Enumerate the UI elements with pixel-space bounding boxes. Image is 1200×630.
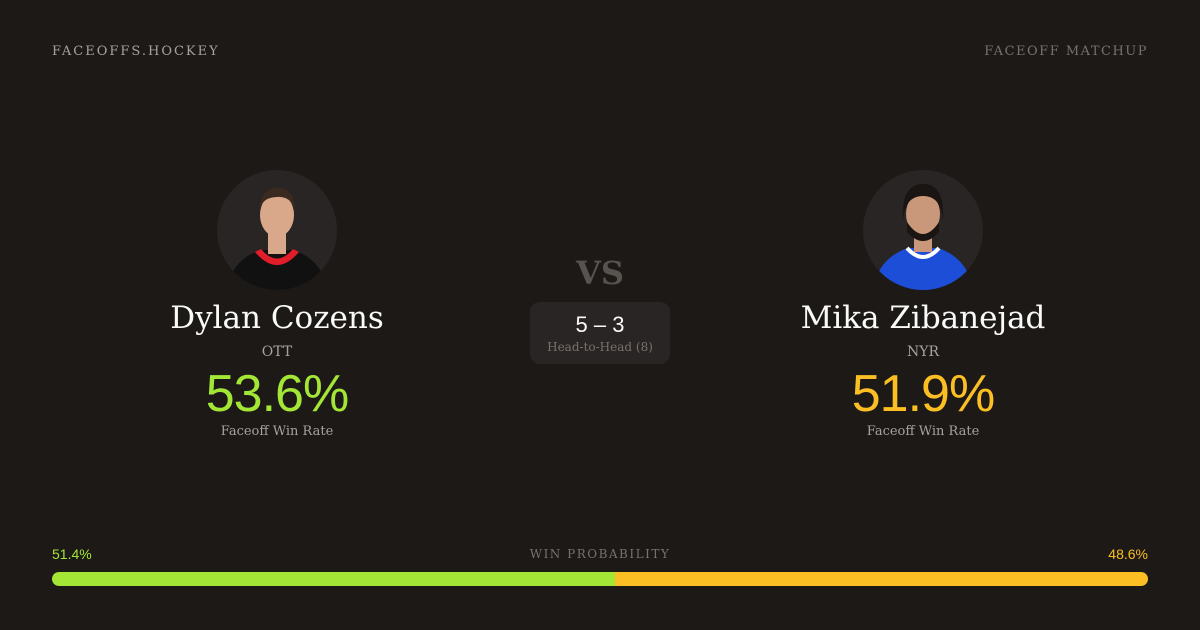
head-to-head-score: 5 – 3 (575, 312, 625, 337)
brand-logo-text: FACEOFFS.HOCKEY (52, 44, 220, 59)
vs-label: VS (576, 254, 624, 292)
page-label: FACEOFF MATCHUP (984, 44, 1148, 59)
player-team: OTT (261, 344, 293, 360)
player-team: NYR (906, 344, 940, 360)
win-rate-label: Faceoff Win Rate (866, 424, 980, 439)
faceoff-win-rate: 53.6% (205, 365, 349, 423)
win-probability-bar-left (52, 572, 616, 586)
faceoff-win-rate: 51.9% (851, 365, 995, 423)
player-left: Dylan Cozens OTT 53.6% Faceoff Win Rate (127, 170, 427, 439)
win-probability-bar (52, 572, 1148, 586)
player-right: Mika Zibanejad NYR 51.9% Faceoff Win Rat… (773, 170, 1073, 439)
player-name: Dylan Cozens (170, 300, 384, 336)
win-probability-right: 48.6% (1108, 546, 1148, 562)
win-rate-label: Faceoff Win Rate (220, 424, 334, 439)
win-probability-left: 51.4% (52, 546, 92, 562)
player-avatar (863, 170, 983, 290)
head-to-head-card: 5 – 3 Head-to-Head (8) (530, 302, 670, 364)
win-probability-bar-right (615, 572, 1148, 586)
player-avatar (217, 170, 337, 290)
win-probability-title: WIN PROBABILITY (529, 547, 671, 561)
player-name: Mika Zibanejad (800, 300, 1046, 336)
head-to-head-label: Head-to-Head (8) (547, 340, 653, 354)
